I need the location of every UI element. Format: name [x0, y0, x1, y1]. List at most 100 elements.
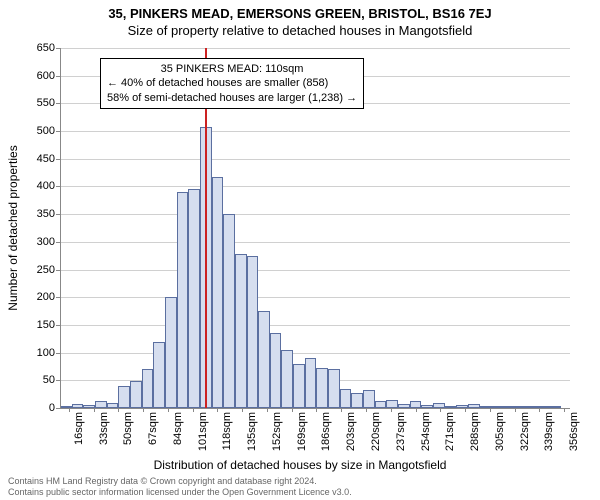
y-tick-mark: [56, 242, 60, 243]
x-tick-mark: [316, 408, 317, 412]
histogram-bar: [95, 401, 107, 408]
y-tick-label: 300: [15, 236, 55, 248]
histogram-bar: [118, 386, 130, 408]
grid-line: [60, 242, 570, 243]
chart-title-main: 35, PINKERS MEAD, EMERSONS GREEN, BRISTO…: [0, 0, 600, 21]
x-tick-label: 339sqm: [543, 412, 555, 451]
y-tick-mark: [56, 76, 60, 77]
grid-line: [60, 325, 570, 326]
x-tick-label: 186sqm: [320, 412, 332, 451]
histogram-bar: [258, 311, 270, 408]
x-tick-mark: [193, 408, 194, 412]
y-tick-label: 250: [15, 264, 55, 276]
grid-line: [60, 214, 570, 215]
x-tick-label: 203sqm: [345, 412, 357, 451]
y-tick-label: 550: [15, 97, 55, 109]
histogram-bar: [247, 256, 259, 408]
y-tick-label: 150: [15, 319, 55, 331]
y-tick-label: 100: [15, 347, 55, 359]
y-tick-label: 0: [15, 402, 55, 414]
x-tick-mark: [168, 408, 169, 412]
y-axis-label: Number of detached properties: [6, 145, 20, 310]
histogram-bar: [142, 369, 154, 408]
grid-line: [60, 270, 570, 271]
x-tick-label: 101sqm: [197, 412, 209, 451]
annotation-line3: 58% of semi-detached houses are larger (…: [107, 91, 357, 105]
x-tick-mark: [440, 408, 441, 412]
x-tick-mark: [564, 408, 565, 412]
y-tick-mark: [56, 380, 60, 381]
histogram-bar: [130, 381, 142, 408]
y-tick-mark: [56, 270, 60, 271]
histogram-bar: [375, 401, 387, 408]
y-tick-label: 200: [15, 291, 55, 303]
histogram-bar: [305, 358, 317, 408]
annotation-line2: ← 40% of detached houses are smaller (85…: [107, 76, 357, 90]
y-tick-label: 650: [15, 42, 55, 54]
y-tick-label: 450: [15, 153, 55, 165]
footer-line1: Contains HM Land Registry data © Crown c…: [8, 476, 352, 487]
chart-title-sub: Size of property relative to detached ho…: [0, 21, 600, 38]
x-tick-label: 135sqm: [246, 412, 258, 451]
x-axis-line: [60, 408, 570, 409]
x-tick-label: 33sqm: [98, 412, 110, 445]
histogram-bar: [281, 350, 293, 408]
x-tick-mark: [416, 408, 417, 412]
y-tick-mark: [56, 353, 60, 354]
histogram-bar: [316, 368, 328, 408]
y-tick-mark: [56, 325, 60, 326]
footer-attribution: Contains HM Land Registry data © Crown c…: [8, 476, 352, 498]
x-tick-label: 118sqm: [221, 412, 233, 450]
y-tick-mark: [56, 103, 60, 104]
annotation-line1: 35 PINKERS MEAD: 110sqm: [107, 62, 357, 76]
x-tick-mark: [267, 408, 268, 412]
x-tick-mark: [94, 408, 95, 412]
x-tick-mark: [341, 408, 342, 412]
x-tick-label: 220sqm: [370, 412, 382, 451]
x-tick-mark: [292, 408, 293, 412]
y-tick-mark: [56, 159, 60, 160]
x-tick-label: 356sqm: [568, 412, 580, 451]
histogram-bar: [223, 214, 235, 408]
x-tick-label: 84sqm: [172, 412, 184, 445]
y-tick-mark: [56, 297, 60, 298]
histogram-bar: [177, 192, 189, 408]
x-tick-label: 169sqm: [296, 412, 308, 451]
x-tick-mark: [515, 408, 516, 412]
histogram-bar: [410, 401, 422, 408]
grid-line: [60, 186, 570, 187]
x-tick-label: 16sqm: [73, 412, 85, 445]
histogram-bar: [165, 297, 177, 408]
histogram-bar: [270, 333, 282, 408]
x-tick-label: 237sqm: [395, 412, 407, 451]
x-tick-label: 305sqm: [494, 412, 506, 451]
histogram-bar: [328, 369, 340, 408]
chart-container: 35, PINKERS MEAD, EMERSONS GREEN, BRISTO…: [0, 0, 600, 500]
histogram-bar: [386, 400, 398, 408]
x-tick-mark: [465, 408, 466, 412]
histogram-bar: [363, 390, 375, 408]
x-axis-label: Distribution of detached houses by size …: [0, 458, 600, 472]
x-tick-mark: [118, 408, 119, 412]
histogram-bar: [153, 342, 165, 408]
histogram-bar: [340, 389, 352, 408]
footer-line2: Contains public sector information licen…: [8, 487, 352, 498]
x-tick-mark: [366, 408, 367, 412]
x-tick-mark: [242, 408, 243, 412]
x-tick-mark: [143, 408, 144, 412]
histogram-bar: [188, 189, 200, 408]
annotation-box: 35 PINKERS MEAD: 110sqm ← 40% of detache…: [100, 58, 364, 109]
y-tick-mark: [56, 48, 60, 49]
x-tick-mark: [539, 408, 540, 412]
x-tick-label: 322sqm: [519, 412, 531, 451]
grid-line: [60, 297, 570, 298]
y-tick-label: 600: [15, 70, 55, 82]
histogram-bar: [235, 254, 247, 408]
y-tick-mark: [56, 186, 60, 187]
x-tick-mark: [490, 408, 491, 412]
histogram-bar: [293, 364, 305, 408]
x-tick-label: 271sqm: [444, 412, 456, 451]
x-tick-label: 254sqm: [420, 412, 432, 451]
x-tick-label: 288sqm: [469, 412, 481, 451]
grid-line: [60, 48, 570, 49]
